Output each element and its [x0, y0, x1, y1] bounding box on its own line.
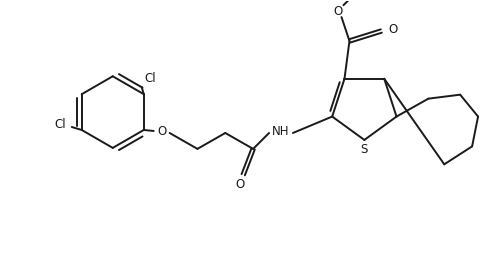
Text: O: O [236, 178, 245, 191]
Text: O: O [333, 5, 342, 18]
Text: NH: NH [272, 125, 290, 138]
Text: Cl: Cl [144, 72, 156, 85]
Text: S: S [361, 143, 368, 156]
Text: Cl: Cl [54, 118, 66, 131]
Text: O: O [389, 23, 398, 36]
Text: O: O [157, 125, 166, 138]
